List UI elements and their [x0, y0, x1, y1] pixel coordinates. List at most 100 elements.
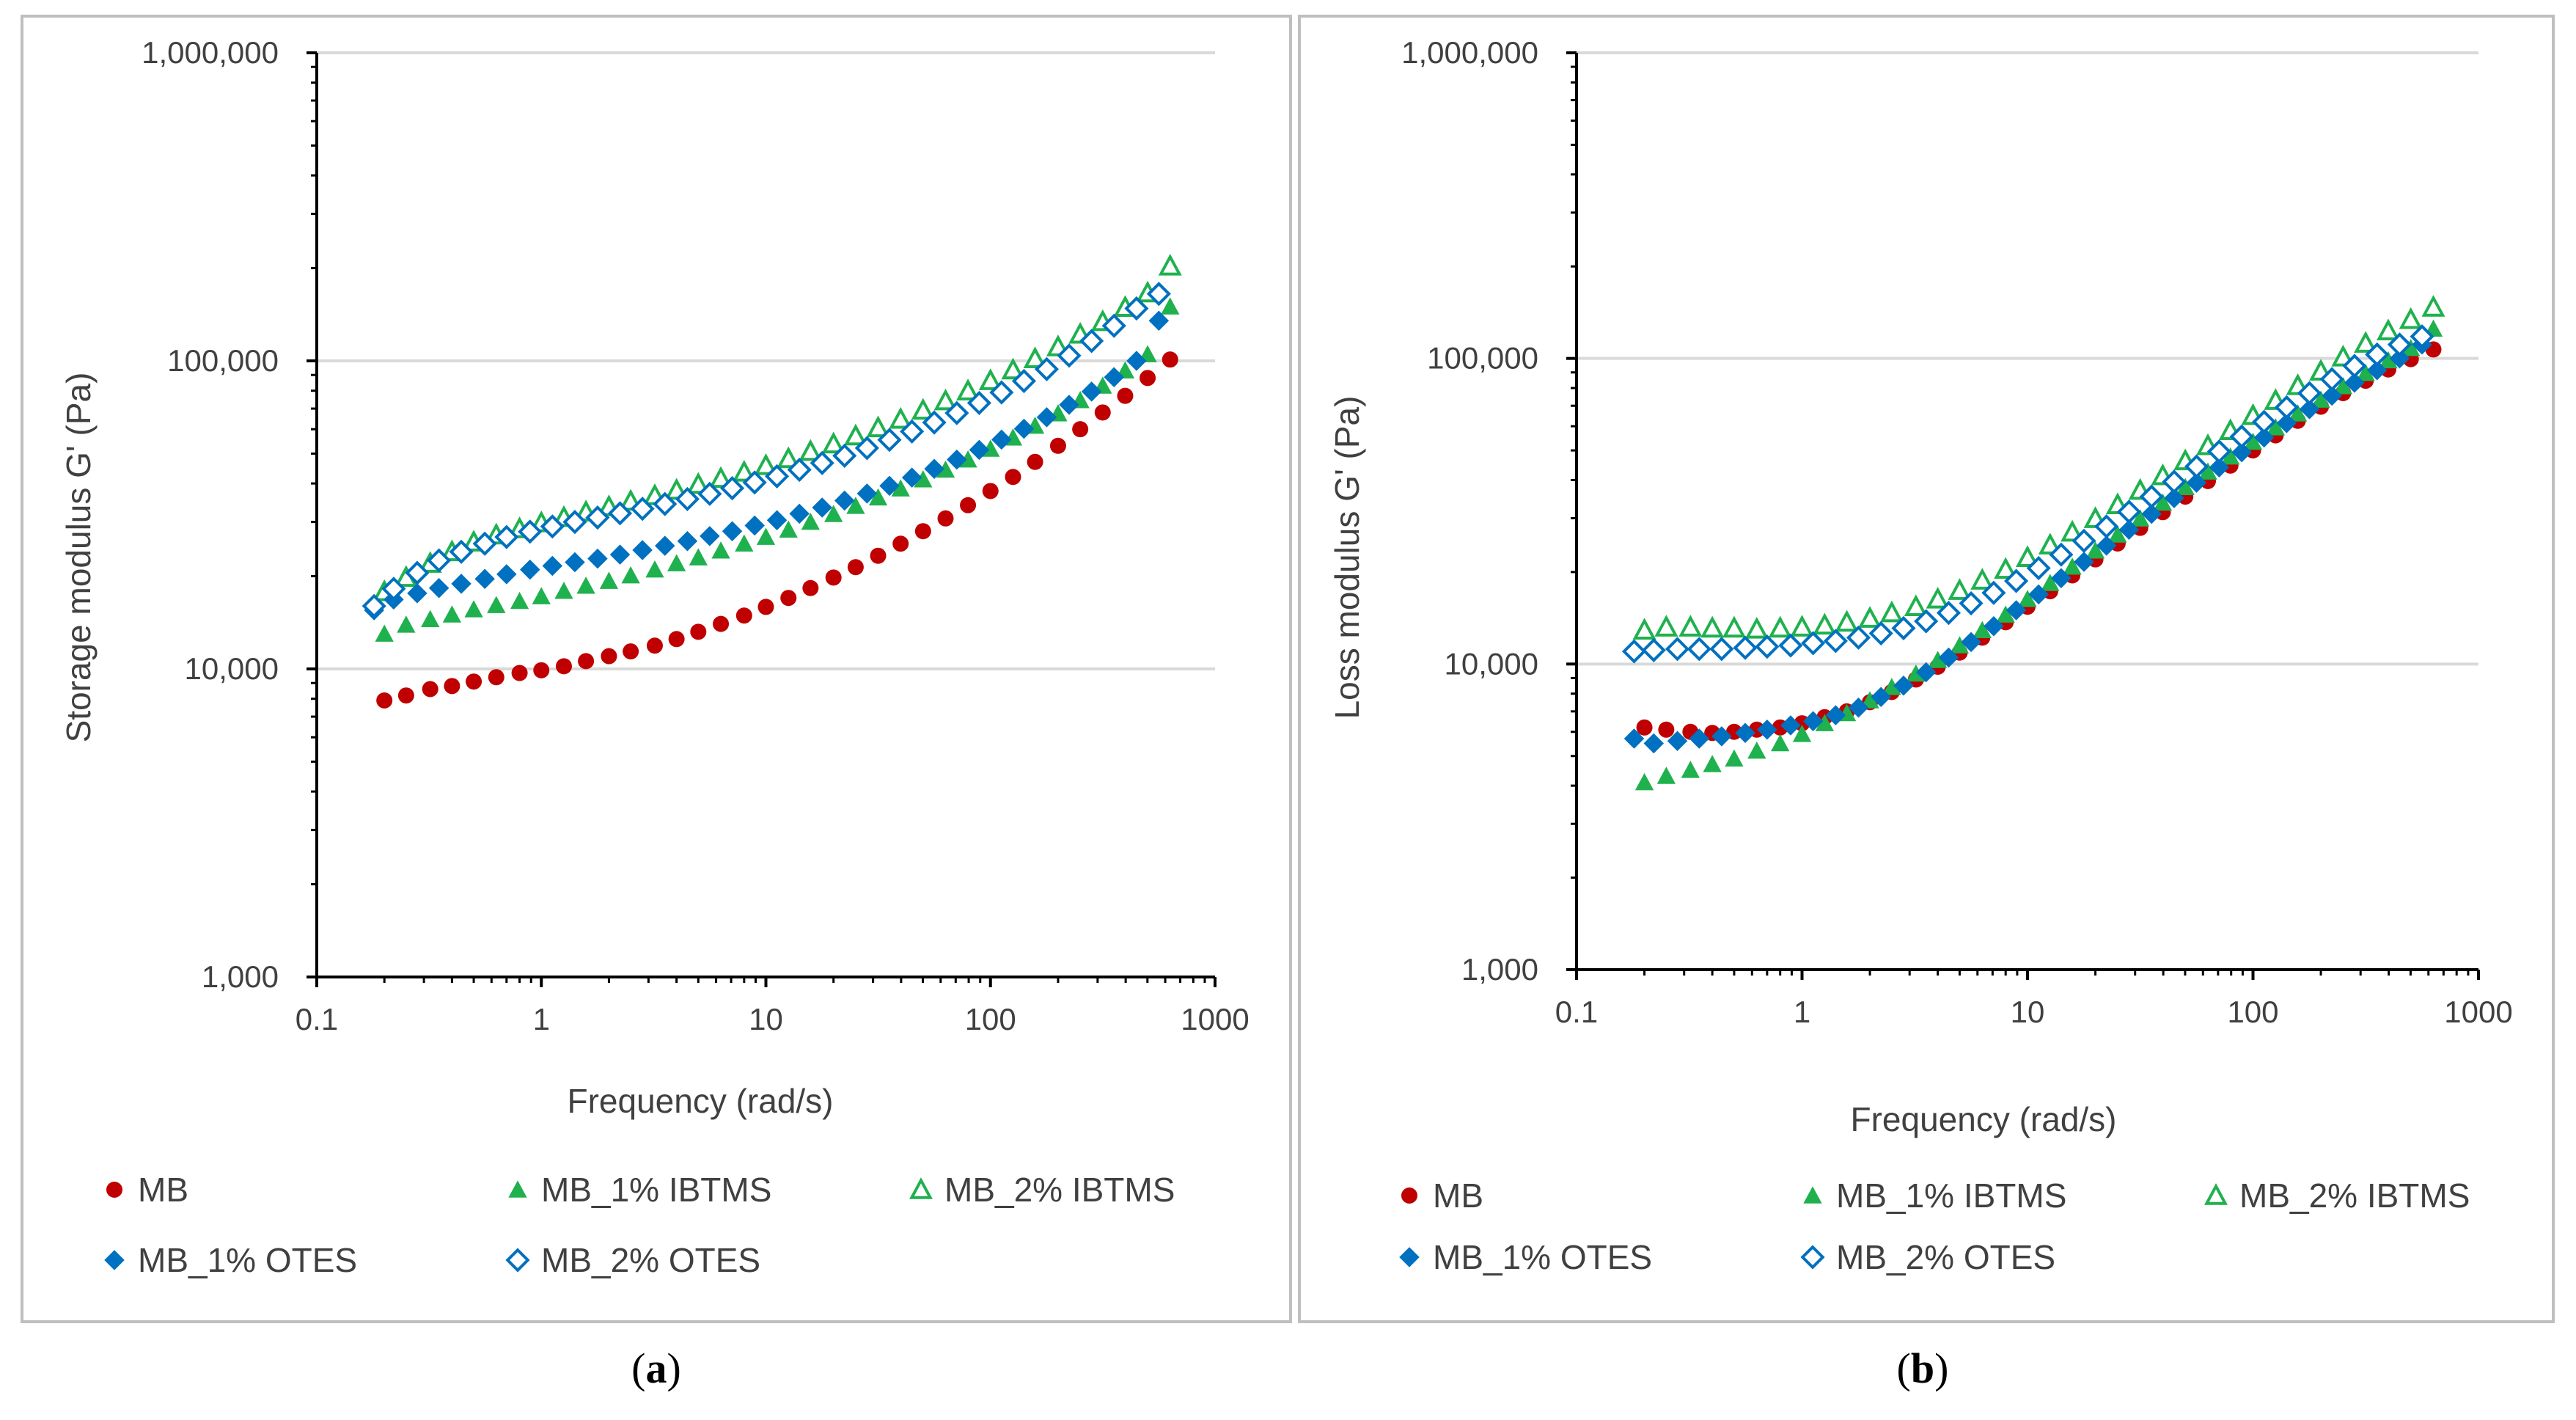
data-point-mb-1pct-otes: [1689, 728, 1710, 749]
data-point-mb: [555, 658, 572, 675]
data-point-mb-2pct-otes: [1101, 313, 1126, 338]
data-point-mb: [1072, 421, 1089, 438]
panel-b-legend-marker-1pct-otes: [1399, 1247, 1420, 1267]
data-point-mb-1pct-ibtms: [2333, 377, 2353, 395]
panel-a-x-tick-labels: 0.1 1 10 100 1000: [296, 1002, 1250, 1036]
panel-a-legend-marker-2pct-otes: [505, 1248, 530, 1273]
data-point-mb-1pct-ibtms: [2153, 493, 2173, 511]
data-point-mb: [960, 497, 977, 513]
data-point-mb-2pct-otes: [585, 505, 610, 530]
data-point-mb-2pct-ibtms: [709, 466, 733, 488]
data-point-mb: [914, 523, 931, 540]
data-point-mb-1pct-otes: [496, 564, 517, 585]
data-point-mb-2pct-otes: [2184, 454, 2209, 479]
data-point-mb: [780, 590, 797, 607]
data-point-mb-1pct-otes: [677, 530, 698, 552]
data-point-mb-2pct-otes: [810, 450, 834, 475]
legend-symbol-mb-2pct-ibtms: [2203, 1183, 2228, 1205]
y-tick-label-1000: 1,000: [1461, 952, 1538, 987]
data-point-mb-1pct-ibtms: [779, 520, 798, 538]
panel-b-gridlines: [1577, 51, 2478, 666]
data-point-mb-1pct-otes: [1893, 675, 1914, 696]
data-point-mb-2pct-ibtms: [686, 472, 711, 494]
data-point-mb-2pct-otes: [719, 476, 745, 501]
data-point-mb: [735, 607, 752, 624]
data-point-mb-2pct-ibtms: [2376, 318, 2400, 340]
data-point-mb-2pct-ibtms: [2354, 331, 2378, 353]
data-point-mb-1pct-otes: [2074, 552, 2094, 572]
data-point-mb-2pct-ibtms: [777, 446, 801, 469]
x-tick-label-100: 100: [965, 1002, 1016, 1036]
data-point-mb-2pct-ibtms: [978, 368, 1002, 390]
data-point-mb-2pct-otes: [1709, 637, 1734, 662]
data-point-mb-1pct-ibtms: [2131, 509, 2150, 527]
data-point-mb-1pct-ibtms: [2108, 525, 2127, 543]
data-point-mb-1pct-ibtms: [1950, 636, 1970, 654]
data-point-mb-1pct-otes: [2164, 488, 2184, 508]
data-point-mb-1pct-ibtms: [2176, 477, 2195, 495]
data-point-mb-2pct-otes: [1733, 635, 1758, 660]
data-point-mb-2pct-otes: [1755, 634, 1780, 659]
data-point-mb-2pct-ibtms: [732, 459, 756, 482]
panel-a-legend-marker-mb: [106, 1182, 122, 1198]
data-point-mb-1pct-otes: [2118, 519, 2140, 541]
data-point-mb-2pct-otes: [2206, 439, 2231, 464]
data-point-mb-2pct-ibtms: [2421, 295, 2445, 317]
data-point-mb: [376, 692, 393, 709]
data-point-mb-1pct-otes: [520, 559, 540, 580]
data-point-mb: [668, 631, 685, 648]
data-point-mb-1pct-otes: [2344, 372, 2365, 393]
legend-symbol-mb-1pct-ibtms: [508, 1180, 527, 1198]
data-point-mb-1pct-ibtms: [1928, 651, 1948, 668]
data-point-mb-1pct-otes: [632, 540, 653, 560]
y-tick-label-1000000: 1,000,000: [1401, 35, 1538, 70]
panel-b-legend-marker-2pct-ibtms: [2203, 1183, 2228, 1205]
panel-a-data-markers: [362, 253, 1182, 709]
data-point-mb-1pct-ibtms: [1860, 691, 1879, 709]
data-point-mb-1pct-ibtms: [1996, 605, 2015, 623]
data-point-mb-1pct-otes: [1757, 720, 1777, 740]
data-point-mb-2pct-otes: [832, 443, 857, 468]
data-point-mb-1pct-otes: [1780, 715, 1801, 736]
panel-a-axes: [307, 51, 1217, 987]
data-point-mb-1pct-otes: [609, 544, 631, 565]
data-point-mb-1pct-otes: [1961, 632, 1981, 653]
data-point-mb-1pct-ibtms: [2311, 390, 2330, 408]
data-point-mb-1pct-otes: [1643, 733, 1665, 754]
data-point-mb-1pct-otes: [1938, 647, 1959, 668]
data-point-mb-2pct-ibtms: [2015, 545, 2040, 567]
data-point-mb: [802, 579, 819, 596]
data-point-mb-2pct-otes: [2274, 395, 2299, 420]
data-point-mb-1pct-otes: [1735, 722, 1755, 744]
series-mb-1pct-otes: [1623, 334, 2432, 754]
data-point-mb-1pct-otes: [542, 555, 563, 577]
panel-b-x-axis-label: Frequency (rad/s): [1850, 1100, 2116, 1138]
data-point-mb-1pct-ibtms: [2063, 557, 2082, 575]
data-point-mb-1pct-ibtms: [442, 605, 462, 623]
data-point-mb-1pct-ibtms: [2018, 590, 2037, 607]
data-point-mb-2pct-otes: [787, 457, 812, 483]
data-point-mb-1pct-otes: [2051, 568, 2072, 588]
data-point-mb-1pct-ibtms: [1907, 664, 1926, 682]
data-point-mb-2pct-otes: [494, 524, 519, 549]
data-point-mb-1pct-ibtms: [464, 600, 483, 618]
panel-a: 0.1 1 10 100 1000 1,000 10,000 100,000 1,000,00…: [21, 15, 1292, 1392]
data-point-mb-2pct-ibtms: [1023, 346, 1047, 369]
panel-a-legend-label-2pct-ibtms: MB_2% IBTMS: [944, 1171, 1175, 1209]
data-point-mb-2pct-otes: [1079, 329, 1104, 354]
data-point-mb-2pct-ibtms: [843, 423, 867, 446]
panel-b-legend-label-1pct-otes: MB_1% OTES: [1433, 1238, 1652, 1276]
data-point-mb-2pct-otes: [2094, 514, 2119, 539]
x-tick-label-1000: 1000: [2444, 995, 2512, 1029]
data-point-mb-1pct-otes: [722, 521, 743, 541]
data-point-mb-1pct-ibtms: [621, 566, 640, 584]
data-point-mb-1pct-ibtms: [936, 460, 955, 478]
data-point-mb-2pct-ibtms: [1858, 606, 1882, 628]
data-point-mb-1pct-otes: [856, 483, 878, 504]
data-point-mb-2pct-ibtms: [1744, 617, 1769, 639]
data-point-mb-1pct-ibtms: [2266, 418, 2286, 436]
data-point-mb-2pct-otes: [607, 501, 633, 526]
data-point-mb-1pct-otes: [655, 535, 675, 556]
data-point-mb: [937, 510, 954, 527]
y-tick-label-10000: 10,000: [185, 651, 279, 686]
